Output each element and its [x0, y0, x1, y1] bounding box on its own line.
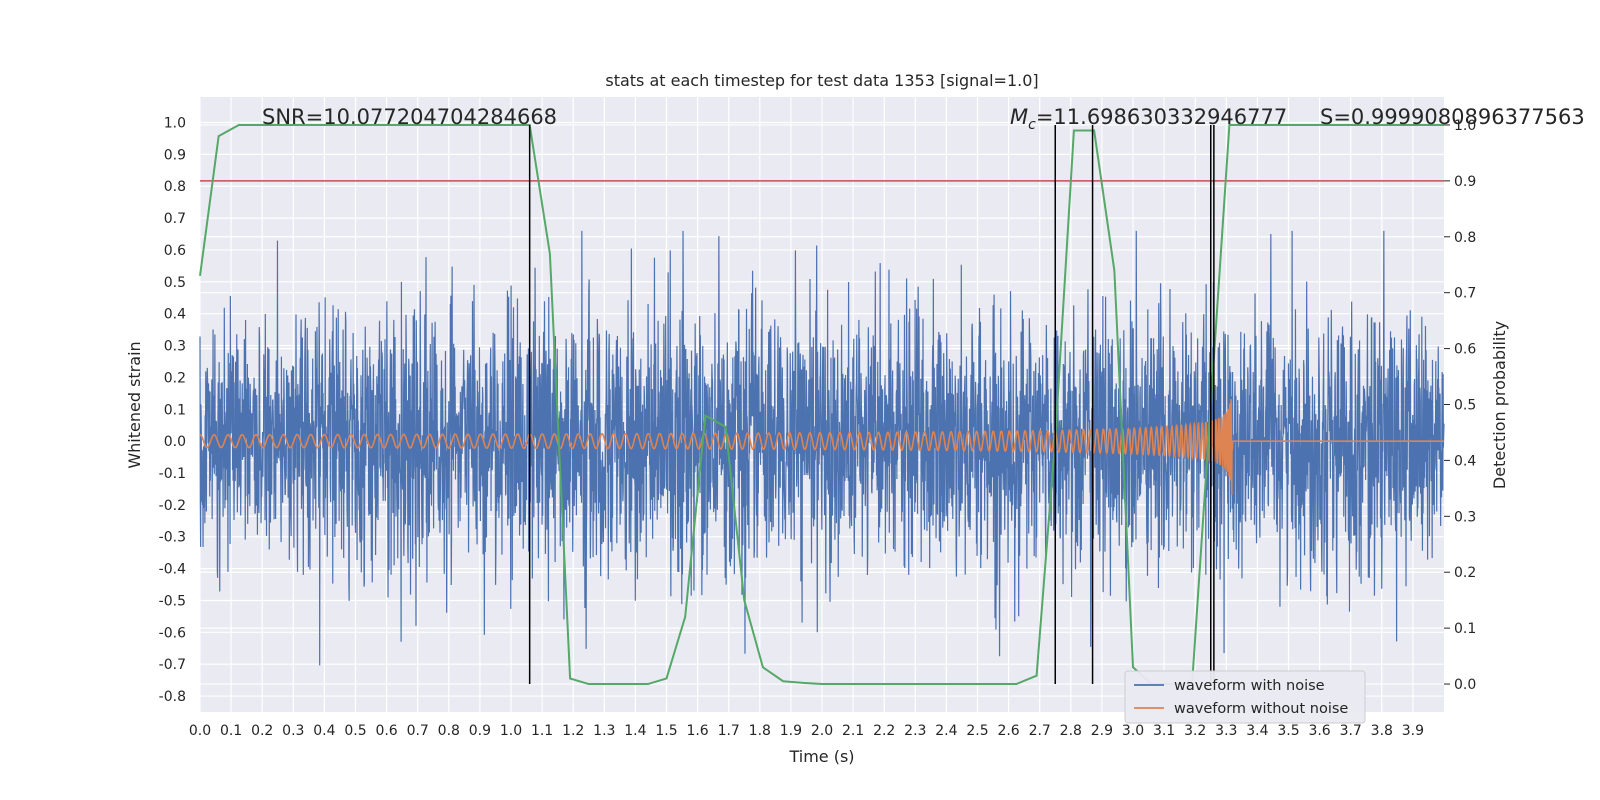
x-tick-label: 3.9 — [1402, 723, 1424, 739]
y-tick-label: 0.8 — [164, 179, 186, 195]
y-tick-label: 1.0 — [164, 115, 186, 131]
right-tick-label: 0.9 — [1454, 174, 1476, 190]
x-tick-label: 2.8 — [1060, 723, 1082, 739]
x-tick-label: 0.8 — [438, 723, 460, 739]
y-tick-label: 0.9 — [164, 147, 186, 163]
x-tick-label: 2.3 — [904, 723, 926, 739]
y-tick-label: -0.2 — [159, 498, 186, 514]
y-tick-label: 0.7 — [164, 211, 186, 227]
x-tick-label: 1.8 — [749, 723, 771, 739]
x-tick-label: 2.7 — [1029, 723, 1051, 739]
y-tick-label: 0.0 — [164, 434, 186, 450]
y-tick-label: -0.8 — [159, 689, 186, 705]
right-tick-label: 0.4 — [1454, 453, 1476, 469]
y-tick-label: 0.3 — [164, 339, 186, 355]
x-tick-label: 0.4 — [313, 723, 335, 739]
legend-label-noise: waveform with noise — [1174, 678, 1325, 694]
y-tick-label: -0.7 — [159, 657, 186, 673]
x-tick-label: 1.6 — [686, 723, 708, 739]
s-annotation: S=0.9999080896377563 — [1320, 105, 1585, 129]
x-axis-label: Time (s) — [788, 747, 854, 766]
x-tick-label: 0.7 — [407, 723, 429, 739]
right-tick-label: 0.3 — [1454, 509, 1476, 525]
y-tick-label: 0.6 — [164, 243, 186, 259]
noise-waveform-line — [199, 230, 1445, 666]
x-tick-label: 3.8 — [1371, 723, 1393, 739]
chart-title: stats at each timestep for test data 135… — [605, 71, 1038, 90]
x-tick-label: 2.4 — [935, 723, 957, 739]
chirp-mass-subscript: c — [1028, 117, 1036, 133]
x-tick-label: 1.9 — [780, 723, 802, 739]
plot-content — [199, 123, 1445, 686]
y-tick-label: -0.1 — [159, 466, 186, 482]
x-tick-label: 0.2 — [251, 723, 273, 739]
detection-markers — [528, 124, 1215, 685]
right-tick-label: 0.5 — [1454, 398, 1476, 414]
x-tick-label: 3.0 — [1122, 723, 1144, 739]
y-tick-label: 0.4 — [164, 307, 186, 323]
right-tick-label: 0.1 — [1454, 621, 1476, 637]
x-tick-label: 3.2 — [1184, 723, 1206, 739]
x-axis-ticks: 0.0 0.1 0.2 0.3 0.4 0.5 0.6 0.7 0.8 0.9 1.0 1.1 1.2 1… — [189, 723, 1424, 739]
y-tick-label: -0.4 — [159, 562, 186, 578]
probability-line — [199, 123, 1444, 686]
legend-box — [1124, 670, 1366, 724]
right-tick-label: 0.6 — [1454, 342, 1476, 358]
x-tick-label: 1.2 — [562, 723, 584, 739]
legend: waveform with noise waveform without noi… — [1124, 670, 1366, 724]
right-tick-label: 0.8 — [1454, 230, 1476, 246]
x-tick-label: 2.0 — [811, 723, 833, 739]
x-tick-label: 2.9 — [1091, 723, 1113, 739]
x-tick-label: 3.6 — [1308, 723, 1330, 739]
x-tick-label: 2.2 — [873, 723, 895, 739]
snr-annotation: SNR=10.077204704284668 — [262, 105, 557, 129]
right-tick-label: 1.0 — [1454, 118, 1476, 134]
x-tick-label: 1.1 — [531, 723, 553, 739]
y-tick-label: -0.5 — [159, 593, 186, 609]
y-axis-ticks: -0.8 -0.7 -0.6 -0.5 -0.4 -0.3 -0.2 -0.1 0.0 0.1 0.… — [159, 115, 186, 705]
y-tick-label: -0.6 — [159, 625, 186, 641]
y-tick-label: 0.2 — [164, 370, 186, 386]
x-tick-label: 2.6 — [997, 723, 1019, 739]
x-tick-label: 1.7 — [718, 723, 740, 739]
chirp-mass-value: =11.698630332946777 — [1036, 105, 1287, 129]
chirp-mass-annotation: Mc=11.698630332946777 — [1010, 105, 1287, 133]
right-tick-label: 0.2 — [1454, 565, 1476, 581]
x-tick-label: 0.1 — [220, 723, 242, 739]
y-tick-label: -0.3 — [159, 530, 186, 546]
chirp-mass-symbol: M — [1010, 105, 1028, 129]
right-axis-label: Detection probability — [1490, 321, 1509, 489]
x-tick-label: 3.5 — [1277, 723, 1299, 739]
x-tick-label: 0.5 — [344, 723, 366, 739]
x-tick-label: 0.9 — [469, 723, 491, 739]
x-tick-label: 3.3 — [1215, 723, 1237, 739]
x-tick-label: 3.1 — [1153, 723, 1175, 739]
x-tick-label: 3.4 — [1246, 723, 1268, 739]
y-tick-label: 0.1 — [164, 402, 186, 418]
x-tick-label: 1.5 — [655, 723, 677, 739]
right-tick-label: 0.0 — [1454, 677, 1476, 693]
x-tick-label: 1.4 — [624, 723, 646, 739]
legend-label-signal: waveform without noise — [1174, 701, 1348, 717]
right-axis-ticks: 0.0 0.1 0.2 0.3 0.4 0.5 0.6 0.7 0.8 0.9 1.0 — [1444, 118, 1476, 693]
x-tick-label: 1.0 — [500, 723, 522, 739]
y-axis-label: Whitened strain — [125, 341, 144, 468]
x-tick-label: 0.0 — [189, 723, 211, 739]
x-tick-label: 2.5 — [966, 723, 988, 739]
x-tick-label: 0.6 — [375, 723, 397, 739]
x-tick-label: 3.7 — [1340, 723, 1362, 739]
signal-waveform-line — [199, 399, 1444, 496]
x-tick-label: 0.3 — [282, 723, 304, 739]
right-tick-label: 0.7 — [1454, 286, 1476, 302]
x-tick-label: 2.1 — [842, 723, 864, 739]
y-tick-label: 0.5 — [164, 275, 186, 291]
x-tick-label: 1.3 — [593, 723, 615, 739]
